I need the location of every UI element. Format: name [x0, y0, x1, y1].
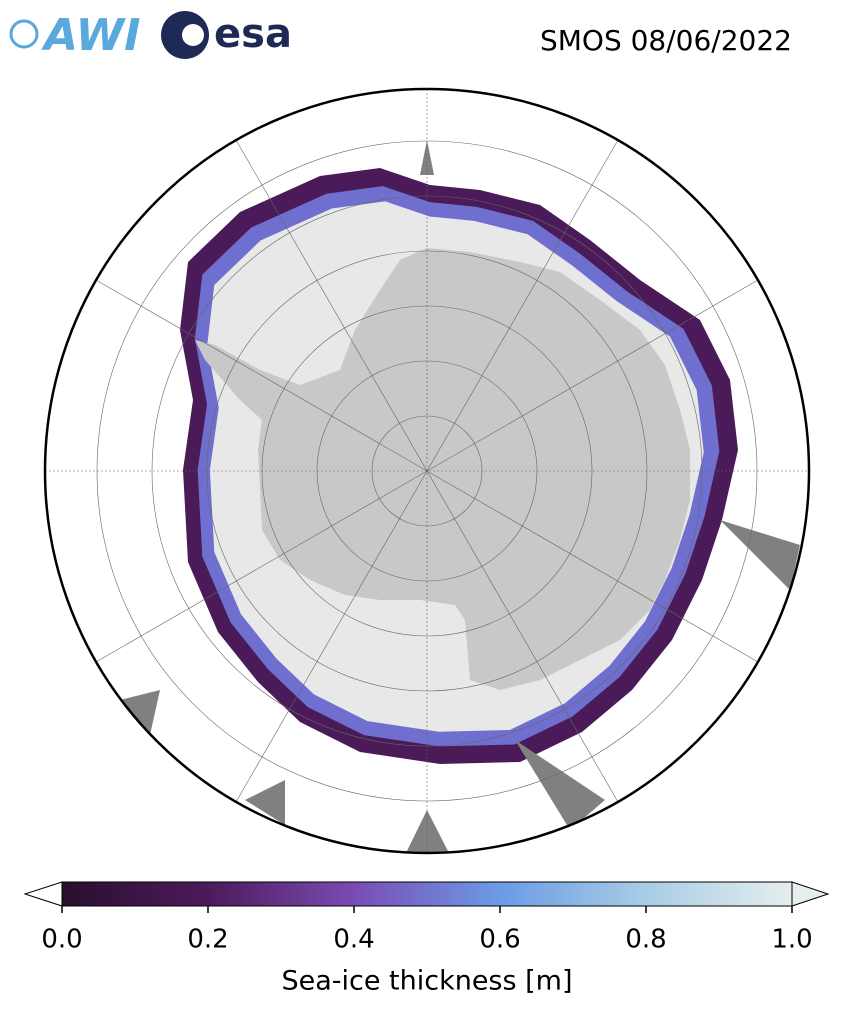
graticule	[45, 89, 809, 853]
esa-logo: esa	[161, 11, 292, 59]
map-boundary	[43, 87, 811, 855]
awi-logo: AWI	[9, 10, 141, 61]
logo-text: AWI	[41, 10, 141, 61]
colorbar-tick-label: 0.8	[625, 925, 666, 955]
colorbar	[61, 881, 793, 907]
colorbar-tick-label: 0.0	[41, 925, 82, 955]
colorbar-tick-label: 0.6	[479, 925, 520, 955]
colorbar-tick-label: 0.2	[187, 925, 228, 955]
colorbar-tick-label: 0.4	[333, 925, 374, 955]
map	[45, 89, 809, 853]
antarctica	[195, 248, 690, 690]
colorbar-tick-label: 1.0	[771, 925, 812, 955]
colorbar-ticks: 0.0 0.2 0.4 0.6 0.8 1.0	[41, 906, 813, 955]
colorbar-label: Sea-ice thickness [m]	[281, 966, 572, 997]
map-title: SMOS 08/06/2022	[540, 24, 792, 57]
logo-text: esa	[214, 11, 292, 57]
colorbar-extend-low	[23, 881, 63, 907]
colorbar-extend-high	[791, 881, 830, 907]
